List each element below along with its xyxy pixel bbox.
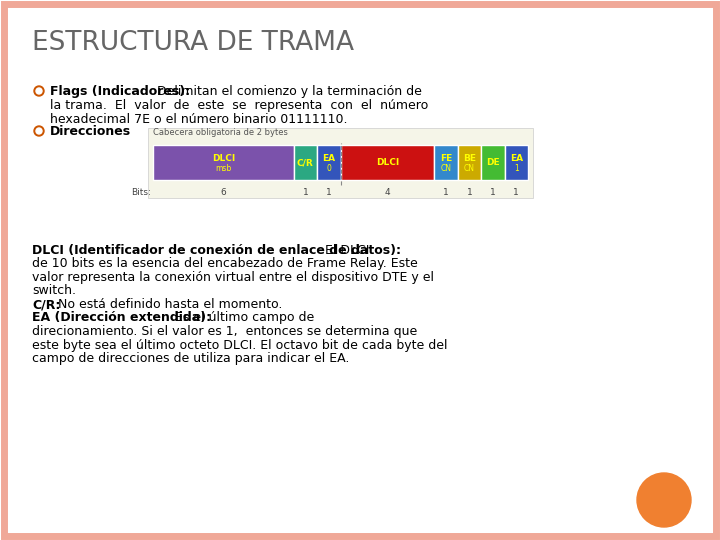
Text: 0: 0	[326, 164, 331, 173]
Bar	[481, 145, 505, 180]
Text: 1: 1	[467, 188, 472, 197]
Circle shape	[36, 128, 42, 134]
Text: DE: DE	[486, 158, 500, 167]
Text: ESTRUCTURA DE TRAMA: ESTRUCTURA DE TRAMA	[32, 30, 354, 56]
Bar	[458, 145, 481, 180]
Text: campo de direcciones de utiliza para indicar el EA.: campo de direcciones de utiliza para ind…	[32, 352, 349, 365]
Text: Es el último campo de: Es el último campo de	[171, 312, 314, 325]
Text: CN: CN	[464, 164, 475, 173]
Text: FE: FE	[440, 154, 452, 163]
Text: EA (Dirección extendida):: EA (Dirección extendida):	[32, 312, 211, 325]
Text: C/R: C/R	[297, 158, 314, 167]
Text: la trama.  El  valor  de  este  se  representa  con  el  número: la trama. El valor de este se representa…	[50, 99, 428, 112]
Text: CN: CN	[441, 164, 451, 173]
Text: 1: 1	[490, 188, 495, 197]
Text: 1: 1	[513, 188, 519, 197]
Text: Bits:: Bits:	[131, 188, 151, 197]
Circle shape	[34, 126, 44, 136]
Text: Cabecera obligatoria de 2 bytes: Cabecera obligatoria de 2 bytes	[153, 128, 288, 137]
Text: 1: 1	[514, 164, 518, 173]
Bar	[153, 145, 294, 180]
Text: BE: BE	[463, 154, 476, 163]
Bar	[317, 145, 341, 180]
Bar	[148, 128, 533, 198]
Circle shape	[637, 473, 691, 527]
Text: valor representa la conexión virtual entre el dispositivo DTE y el: valor representa la conexión virtual ent…	[32, 271, 434, 284]
Circle shape	[36, 88, 42, 94]
Bar	[434, 145, 458, 180]
Text: DLCI: DLCI	[212, 154, 235, 163]
Text: 6: 6	[220, 188, 226, 197]
Text: direcionamiento. Si el valor es 1,  entonces se determina que: direcionamiento. Si el valor es 1, enton…	[32, 325, 418, 338]
Circle shape	[34, 86, 44, 96]
Text: C/R:: C/R:	[32, 298, 60, 311]
Text: EA: EA	[510, 154, 523, 163]
Text: switch.: switch.	[32, 285, 76, 298]
Text: DLCI (Identificador de conexión de enlace de datos):: DLCI (Identificador de conexión de enlac…	[32, 244, 401, 257]
Text: este byte sea el último octeto DLCI. El octavo bit de cada byte del: este byte sea el último octeto DLCI. El …	[32, 339, 448, 352]
Text: Flags (Indicadores):: Flags (Indicadores):	[50, 85, 190, 98]
Bar	[341, 145, 434, 180]
Text: 1: 1	[302, 188, 308, 197]
Text: No está definido hasta el momento.: No está definido hasta el momento.	[54, 298, 282, 311]
Text: Direcciones: Direcciones	[50, 125, 131, 138]
Text: El DLCI: El DLCI	[320, 244, 369, 257]
Bar	[294, 145, 317, 180]
Text: Delimitan el comienzo y la terminación de: Delimitan el comienzo y la terminación d…	[157, 85, 422, 98]
Text: DLCI: DLCI	[376, 158, 399, 167]
Text: msb: msb	[215, 164, 231, 173]
Text: de 10 bits es la esencia del encabezado de Frame Relay. Este: de 10 bits es la esencia del encabezado …	[32, 258, 418, 271]
Text: 1: 1	[443, 188, 449, 197]
Text: EA: EA	[323, 154, 336, 163]
Bar	[505, 145, 528, 180]
Text: 1: 1	[326, 188, 332, 197]
Text: 4: 4	[384, 188, 390, 197]
Text: hexadecimal 7E o el número binario 01111110.: hexadecimal 7E o el número binario 01111…	[50, 113, 348, 126]
